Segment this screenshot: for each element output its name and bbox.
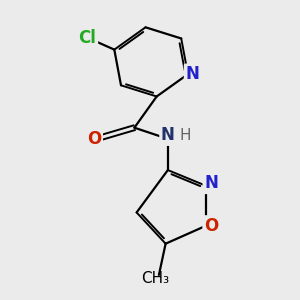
- Text: N: N: [161, 126, 175, 144]
- Text: CH₃: CH₃: [141, 271, 169, 286]
- Text: Cl: Cl: [79, 29, 97, 47]
- Text: O: O: [204, 217, 218, 235]
- Text: N: N: [204, 175, 218, 193]
- Text: N: N: [185, 65, 199, 83]
- Text: H: H: [179, 128, 190, 143]
- Text: O: O: [87, 130, 101, 148]
